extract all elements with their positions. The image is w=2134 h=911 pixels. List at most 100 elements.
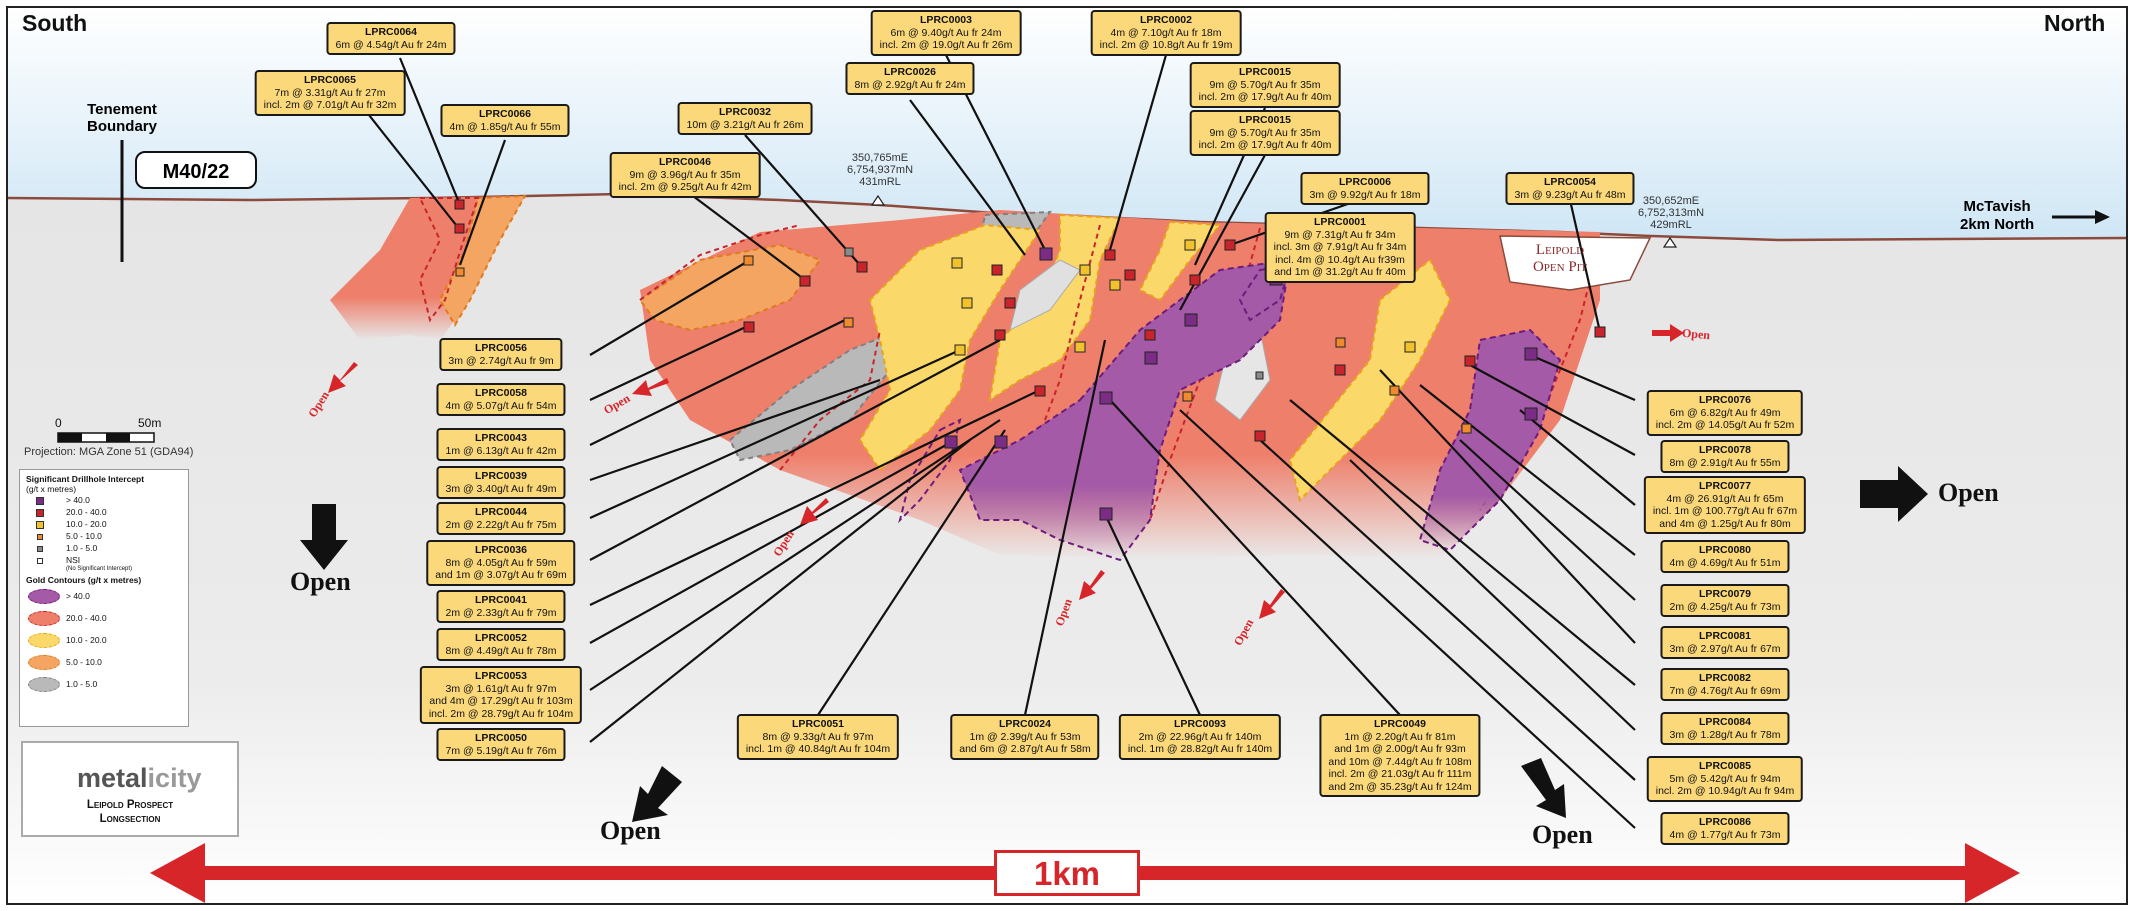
hole-id: LPRC0056: [475, 342, 527, 354]
hole-id: LPRC0077: [1699, 480, 1751, 492]
intercept-text: and 4m @ 17.29g/t Au fr 103m: [429, 695, 573, 707]
intercept-label-lprc0051: LPRC0051 8m @ 9.33g/t Au fr 97m incl. 1m @…: [736, 714, 900, 760]
intercept-text: incl. 2m @ 9.25g/t Au fr 42m: [618, 181, 752, 193]
intercept-text: 4m @ 5.07g/t Au fr 54m: [445, 399, 557, 412]
hole-id: LPRC0093: [1174, 718, 1226, 730]
intercept-label-lprc0032: LPRC0032 10m @ 3.21g/t Au fr 26m: [677, 102, 813, 135]
logo-subtitle: Leipold Prospect Longsection: [23, 798, 237, 826]
hole-id: LPRC0050: [475, 732, 527, 744]
black-open-arrows: [300, 466, 1928, 822]
hole-id: LPRC0081: [1699, 630, 1751, 642]
hole-id: LPRC0024: [999, 718, 1051, 730]
intercept-text: 2m @ 22.96g/t Au fr 140m: [1138, 730, 1262, 743]
legend-swatch: [37, 534, 43, 540]
intercept-text: incl. 2m @ 14.05g/t Au fr 52m: [1655, 419, 1795, 431]
intercept-text: incl. 3m @ 7.91g/t Au fr 34m: [1273, 241, 1407, 253]
legend-contour-row: 1.0 - 5.0: [26, 673, 182, 695]
tenement-line1: Tenement: [87, 101, 157, 118]
intercept-label-lprc0039: LPRC0039 3m @ 3.40g/t Au fr 49m: [436, 466, 566, 499]
legend-swatch: [36, 521, 44, 529]
intercept-text: 6m @ 9.40g/t Au fr 24m: [890, 26, 1002, 39]
legend-label: 1.0 - 5.0: [66, 543, 98, 553]
scale-end: 50m: [138, 416, 162, 430]
legend-intercept-unit: (g/t x metres): [26, 484, 77, 494]
tenement-id-box: M40/22: [135, 151, 257, 189]
hole-id: LPRC0051: [792, 718, 844, 730]
intercept-label-lprc0081: LPRC0081 3m @ 2.97g/t Au fr 67m: [1660, 626, 1790, 659]
intercept-text: 9m @ 3.96g/t Au fr 35m: [629, 168, 741, 181]
legend-contour-swatch: [28, 589, 60, 604]
legend-intercept-row: NSI: [26, 554, 182, 566]
intercept-text: 6m @ 4.54g/t Au fr 24m: [335, 38, 447, 51]
hole-id: LPRC0079: [1699, 588, 1751, 600]
intercept-text: incl. 2m @ 10.8g/t Au fr 19m: [1099, 39, 1233, 51]
hole-id: LPRC0039: [475, 470, 527, 482]
hole-id: LPRC0058: [475, 387, 527, 399]
legend-intercept-title: Significant Drillhole Intercept: [26, 474, 145, 484]
legend-contour-row: > 40.0: [26, 585, 182, 607]
legend-label: 20.0 - 40.0: [66, 613, 107, 623]
intercept-text: and 1m @ 31.2g/t Au fr 40m: [1274, 266, 1406, 278]
intercept-label-lprc0046: LPRC0046 9m @ 3.96g/t Au fr 35m incl. 2m @…: [609, 152, 761, 198]
intercept-text: 2m @ 2.33g/t Au fr 79m: [445, 606, 557, 619]
intercept-text: and 1m @ 2.00g/t Au fr 93m: [1334, 743, 1466, 755]
hole-id: LPRC0080: [1699, 544, 1751, 556]
hole-id: LPRC0049: [1374, 718, 1426, 730]
legend-label: 10.0 - 20.0: [66, 519, 107, 529]
hole-id: LPRC0082: [1699, 672, 1751, 684]
hole-id: LPRC0066: [479, 108, 531, 120]
intercept-label-lprc0024: LPRC0024 1m @ 2.39g/t Au fr 53m and 6m @ 2…: [950, 714, 1100, 760]
intercept-text: 8m @ 4.05g/t Au fr 59m: [445, 556, 557, 569]
intercept-label-lprc0001: LPRC0001 9m @ 7.31g/t Au fr 34m incl. 3m @…: [1264, 212, 1416, 283]
intercept-text: incl. 2m @ 28.79g/t Au fr 104m: [428, 707, 574, 720]
intercept-text: incl. 2m @ 17.9g/t Au fr 40m: [1198, 139, 1332, 151]
legend-intercept-row: 1.0 - 5.0: [26, 542, 182, 554]
intercept-text: and 2m @ 35.23g/t Au fr 124m: [1328, 780, 1472, 793]
hole-id: LPRC0054: [1544, 176, 1596, 188]
collar-triangle: [870, 194, 886, 206]
legend-contour-list: > 40.0 20.0 - 40.0 10.0 - 20.0 5.0 - 10.0 1.…: [26, 585, 182, 695]
projection-text: Projection: MGA Zone 51 (GDA94): [24, 446, 194, 458]
metre-scale-bar: [57, 432, 155, 443]
hole-id: LPRC0002: [1140, 14, 1192, 26]
intercept-text: 4m @ 26.91g/t Au fr 65m: [1666, 492, 1784, 505]
coord-n: 6,752,313mN: [1637, 207, 1705, 219]
intercept-text: 3m @ 3.40g/t Au fr 49m: [445, 482, 557, 495]
wordmark-b: icity: [147, 763, 202, 793]
legend-label: 5.0 - 10.0: [66, 531, 102, 541]
intercept-label-lprc0058: LPRC0058 4m @ 5.07g/t Au fr 54m: [436, 383, 566, 416]
intercept-text: 7m @ 5.19g/t Au fr 76m: [445, 744, 557, 757]
intercept-label-lprc0084: LPRC0084 3m @ 1.28g/t Au fr 78m: [1660, 712, 1790, 745]
hole-id: LPRC0065: [304, 74, 356, 86]
grade-contours: [330, 194, 1652, 562]
intercept-text: 1m @ 2.20g/t Au fr 81m: [1344, 730, 1456, 743]
intercept-text: incl. 1m @ 28.82g/t Au fr 140m: [1127, 743, 1273, 755]
intercept-text: incl. 2m @ 21.03g/t Au fr 111m: [1328, 768, 1472, 780]
coord-e: 350,765mE: [851, 152, 909, 164]
intercept-text: 4m @ 1.85g/t Au fr 55m: [449, 120, 561, 133]
intercept-text: 3m @ 2.74g/t Au fr 9m: [448, 354, 554, 367]
intercept-label-lprc0054: LPRC0054 3m @ 9.23g/t Au fr 48m: [1505, 172, 1635, 205]
coord-rl: 431mRL: [859, 176, 901, 188]
intercept-label-lprc0006: LPRC0006 3m @ 9.92g/t Au fr 18m: [1300, 172, 1430, 205]
intercept-text: 3m @ 9.92g/t Au fr 18m: [1309, 188, 1421, 201]
legend-label: 10.0 - 20.0: [66, 635, 107, 645]
hole-id: LPRC0086: [1699, 816, 1751, 828]
legend-contour-swatch: [28, 611, 60, 626]
hole-id: LPRC0006: [1339, 176, 1391, 188]
logo-line1: Leipold Prospect: [86, 799, 174, 811]
legend-contour-swatch: [28, 677, 60, 692]
intercept-label-lprc0003: LPRC0003 6m @ 9.40g/t Au fr 24m incl. 2m @…: [870, 10, 1022, 56]
legend-box: Significant Drillhole Intercept (g/t x m…: [19, 469, 189, 727]
intercept-text: 9m @ 5.70g/t Au fr 35m: [1209, 126, 1321, 139]
legend-contour-row: 5.0 - 10.0: [26, 651, 182, 673]
hole-id: LPRC0046: [659, 156, 711, 168]
intercept-text: 2m @ 4.25g/t Au fr 73m: [1669, 600, 1781, 613]
intercept-label-lprc0078: LPRC0078 8m @ 2.91g/t Au fr 55m: [1660, 440, 1790, 473]
legend-label: NSI: [66, 555, 81, 565]
legend-swatch: [37, 546, 43, 552]
mctavish-arrow-head: [2095, 210, 2110, 224]
legend-contour-row: 20.0 - 40.0: [26, 607, 182, 629]
open-pit-label: Leipold Open Pit: [1500, 242, 1620, 276]
intercept-label-lprc0015: LPRC0015 9m @ 5.70g/t Au fr 35m incl. 2m @…: [1189, 62, 1341, 108]
